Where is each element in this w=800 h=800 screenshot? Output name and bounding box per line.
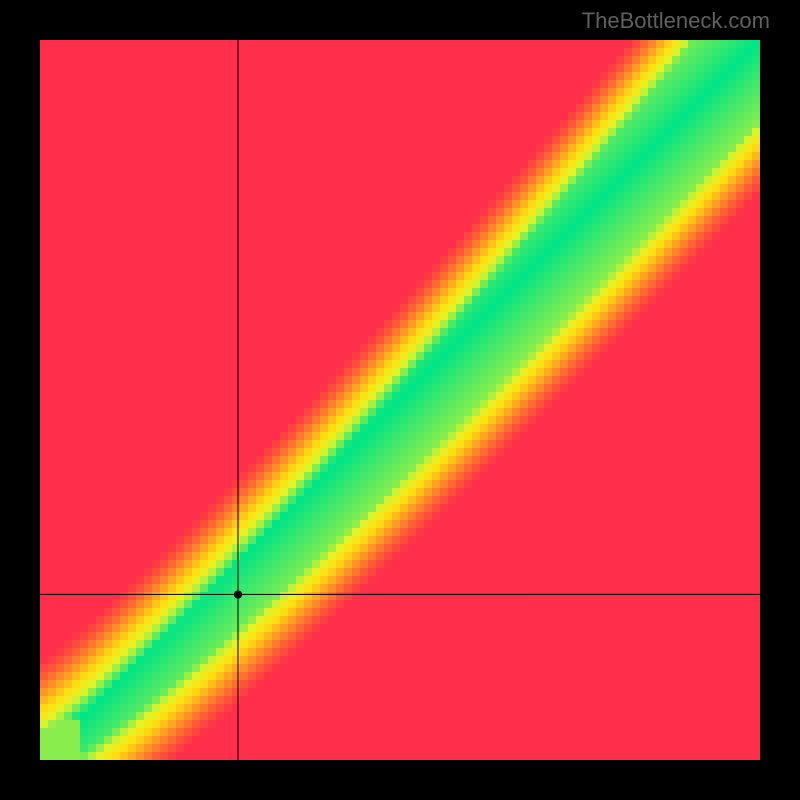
bottleneck-heatmap bbox=[40, 40, 760, 760]
plot-area bbox=[40, 40, 760, 760]
chart-container: TheBottleneck.com bbox=[0, 0, 800, 800]
watermark-text: TheBottleneck.com bbox=[582, 8, 770, 34]
